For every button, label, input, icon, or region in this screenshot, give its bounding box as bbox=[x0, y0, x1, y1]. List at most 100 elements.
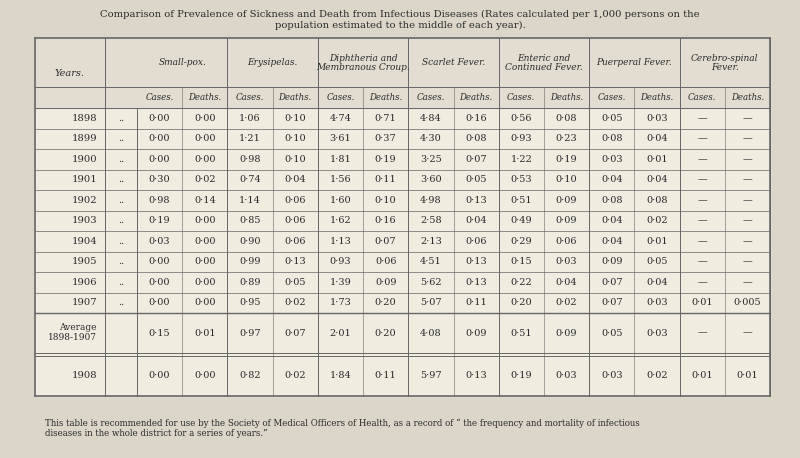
Text: 0·05: 0·05 bbox=[285, 278, 306, 287]
Text: Fever.: Fever. bbox=[711, 63, 738, 72]
Text: 0·97: 0·97 bbox=[239, 328, 261, 338]
Text: 1900: 1900 bbox=[71, 155, 97, 164]
Text: 0·13: 0·13 bbox=[466, 257, 487, 266]
Text: 0·04: 0·04 bbox=[646, 134, 668, 143]
Text: 2·58: 2·58 bbox=[420, 216, 442, 225]
Text: 4·74: 4·74 bbox=[330, 114, 351, 123]
Text: —: — bbox=[698, 114, 707, 123]
Text: —: — bbox=[698, 237, 707, 246]
Text: —: — bbox=[742, 175, 752, 184]
Text: 1905: 1905 bbox=[71, 257, 97, 266]
Text: 0·09: 0·09 bbox=[556, 196, 578, 205]
Text: 1·81: 1·81 bbox=[330, 155, 351, 164]
Text: —: — bbox=[742, 216, 752, 225]
Text: 3·25: 3·25 bbox=[420, 155, 442, 164]
Text: 0·00: 0·00 bbox=[149, 155, 170, 164]
Text: 0·00: 0·00 bbox=[194, 237, 215, 246]
Text: 0·14: 0·14 bbox=[194, 196, 216, 205]
Text: 0·00: 0·00 bbox=[149, 371, 170, 381]
Text: —: — bbox=[742, 328, 752, 338]
Text: Enteric and: Enteric and bbox=[518, 54, 570, 63]
Text: 1·39: 1·39 bbox=[330, 278, 351, 287]
Text: 1·14: 1·14 bbox=[239, 196, 261, 205]
Text: 0·04: 0·04 bbox=[601, 216, 622, 225]
Text: Cases.: Cases. bbox=[688, 93, 716, 102]
Text: 0·20: 0·20 bbox=[375, 298, 397, 307]
Text: 0·49: 0·49 bbox=[510, 216, 532, 225]
Text: ..: .. bbox=[118, 278, 124, 287]
Text: 0·13: 0·13 bbox=[466, 371, 487, 381]
Text: Average: Average bbox=[59, 323, 97, 333]
Text: 0·20: 0·20 bbox=[375, 328, 397, 338]
Text: 0·19: 0·19 bbox=[149, 216, 170, 225]
Text: 1·06: 1·06 bbox=[239, 114, 261, 123]
Text: population estimated to the middle of each year).: population estimated to the middle of ea… bbox=[274, 21, 526, 30]
Text: 0·99: 0·99 bbox=[239, 257, 261, 266]
Text: 0·00: 0·00 bbox=[194, 216, 215, 225]
Text: 0·11: 0·11 bbox=[466, 298, 487, 307]
Text: 0·03: 0·03 bbox=[556, 371, 578, 381]
Text: 0·51: 0·51 bbox=[510, 196, 532, 205]
Text: —: — bbox=[698, 196, 707, 205]
Text: 4·84: 4·84 bbox=[420, 114, 442, 123]
Text: 0·06: 0·06 bbox=[285, 196, 306, 205]
Text: 1·62: 1·62 bbox=[330, 216, 351, 225]
Text: Deaths.: Deaths. bbox=[459, 93, 493, 102]
Text: 1906: 1906 bbox=[71, 278, 97, 287]
Text: 0·02: 0·02 bbox=[646, 371, 668, 381]
Text: 0·29: 0·29 bbox=[510, 237, 532, 246]
Text: 0·11: 0·11 bbox=[375, 175, 397, 184]
Text: 0·08: 0·08 bbox=[646, 196, 668, 205]
Text: 2·01: 2·01 bbox=[330, 328, 351, 338]
Text: 0·98: 0·98 bbox=[239, 155, 261, 164]
Text: 0·02: 0·02 bbox=[556, 298, 578, 307]
Text: 0·02: 0·02 bbox=[285, 371, 306, 381]
Text: 0·85: 0·85 bbox=[239, 216, 261, 225]
Text: 0·23: 0·23 bbox=[556, 134, 578, 143]
Text: —: — bbox=[742, 114, 752, 123]
Text: 0·22: 0·22 bbox=[510, 278, 532, 287]
Text: 0·11: 0·11 bbox=[375, 371, 397, 381]
Text: ..: .. bbox=[118, 114, 124, 123]
Text: 5·62: 5·62 bbox=[420, 278, 442, 287]
Text: 0·00: 0·00 bbox=[149, 278, 170, 287]
Text: 4·08: 4·08 bbox=[420, 328, 442, 338]
Text: ..: .. bbox=[118, 155, 124, 164]
Text: 4·51: 4·51 bbox=[420, 257, 442, 266]
Text: 0·06: 0·06 bbox=[285, 216, 306, 225]
Text: 0·13: 0·13 bbox=[466, 278, 487, 287]
Text: 0·03: 0·03 bbox=[556, 257, 578, 266]
Text: 0·00: 0·00 bbox=[194, 278, 215, 287]
Text: 0·19: 0·19 bbox=[375, 155, 397, 164]
Text: 0·00: 0·00 bbox=[194, 155, 215, 164]
Text: 1·84: 1·84 bbox=[330, 371, 351, 381]
Text: Erysipelas.: Erysipelas. bbox=[247, 58, 298, 67]
Text: —: — bbox=[698, 257, 707, 266]
Text: Scarlet Fever.: Scarlet Fever. bbox=[422, 58, 485, 67]
Text: 0·10: 0·10 bbox=[285, 114, 306, 123]
Text: 0·19: 0·19 bbox=[510, 371, 532, 381]
Text: Years.: Years. bbox=[55, 69, 85, 77]
Text: Deaths.: Deaths. bbox=[730, 93, 764, 102]
Text: 0·03: 0·03 bbox=[646, 298, 668, 307]
Text: 0·00: 0·00 bbox=[149, 257, 170, 266]
Text: —: — bbox=[698, 216, 707, 225]
Text: 0·02: 0·02 bbox=[194, 175, 216, 184]
Text: 1·56: 1·56 bbox=[330, 175, 351, 184]
Text: —: — bbox=[742, 155, 752, 164]
Text: 0·01: 0·01 bbox=[646, 155, 668, 164]
Text: 0·03: 0·03 bbox=[601, 155, 622, 164]
Text: 1·13: 1·13 bbox=[330, 237, 351, 246]
Text: 0·09: 0·09 bbox=[466, 328, 487, 338]
Text: Deaths.: Deaths. bbox=[640, 93, 674, 102]
Text: 0·00: 0·00 bbox=[194, 134, 215, 143]
Text: 0·10: 0·10 bbox=[285, 155, 306, 164]
Text: Continued Fever.: Continued Fever. bbox=[505, 63, 583, 72]
Text: ..: .. bbox=[118, 196, 124, 205]
Text: Deaths.: Deaths. bbox=[278, 93, 312, 102]
Text: 1903: 1903 bbox=[71, 216, 97, 225]
Text: 0·03: 0·03 bbox=[646, 114, 668, 123]
Text: 0·16: 0·16 bbox=[375, 216, 397, 225]
Text: 0·07: 0·07 bbox=[375, 237, 397, 246]
Text: 0·09: 0·09 bbox=[375, 278, 397, 287]
